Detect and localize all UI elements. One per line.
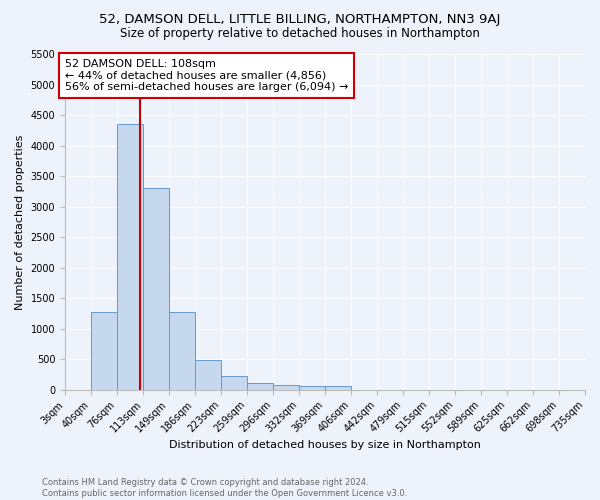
Bar [247, 384, 273, 390]
Bar [143, 188, 169, 390]
Bar [221, 376, 247, 390]
Bar [325, 386, 351, 390]
Text: Size of property relative to detached houses in Northampton: Size of property relative to detached ho… [120, 28, 480, 40]
Text: Contains HM Land Registry data © Crown copyright and database right 2024.
Contai: Contains HM Land Registry data © Crown c… [42, 478, 407, 498]
Text: 52 DAMSON DELL: 108sqm
← 44% of detached houses are smaller (4,856)
56% of semi-: 52 DAMSON DELL: 108sqm ← 44% of detached… [65, 59, 349, 92]
X-axis label: Distribution of detached houses by size in Northampton: Distribution of detached houses by size … [169, 440, 481, 450]
Text: 52, DAMSON DELL, LITTLE BILLING, NORTHAMPTON, NN3 9AJ: 52, DAMSON DELL, LITTLE BILLING, NORTHAM… [100, 12, 500, 26]
Bar [169, 312, 195, 390]
Bar [195, 360, 221, 390]
Y-axis label: Number of detached properties: Number of detached properties [15, 134, 25, 310]
Bar [117, 124, 143, 390]
Bar [91, 312, 117, 390]
Bar [273, 385, 299, 390]
Bar [299, 386, 325, 390]
